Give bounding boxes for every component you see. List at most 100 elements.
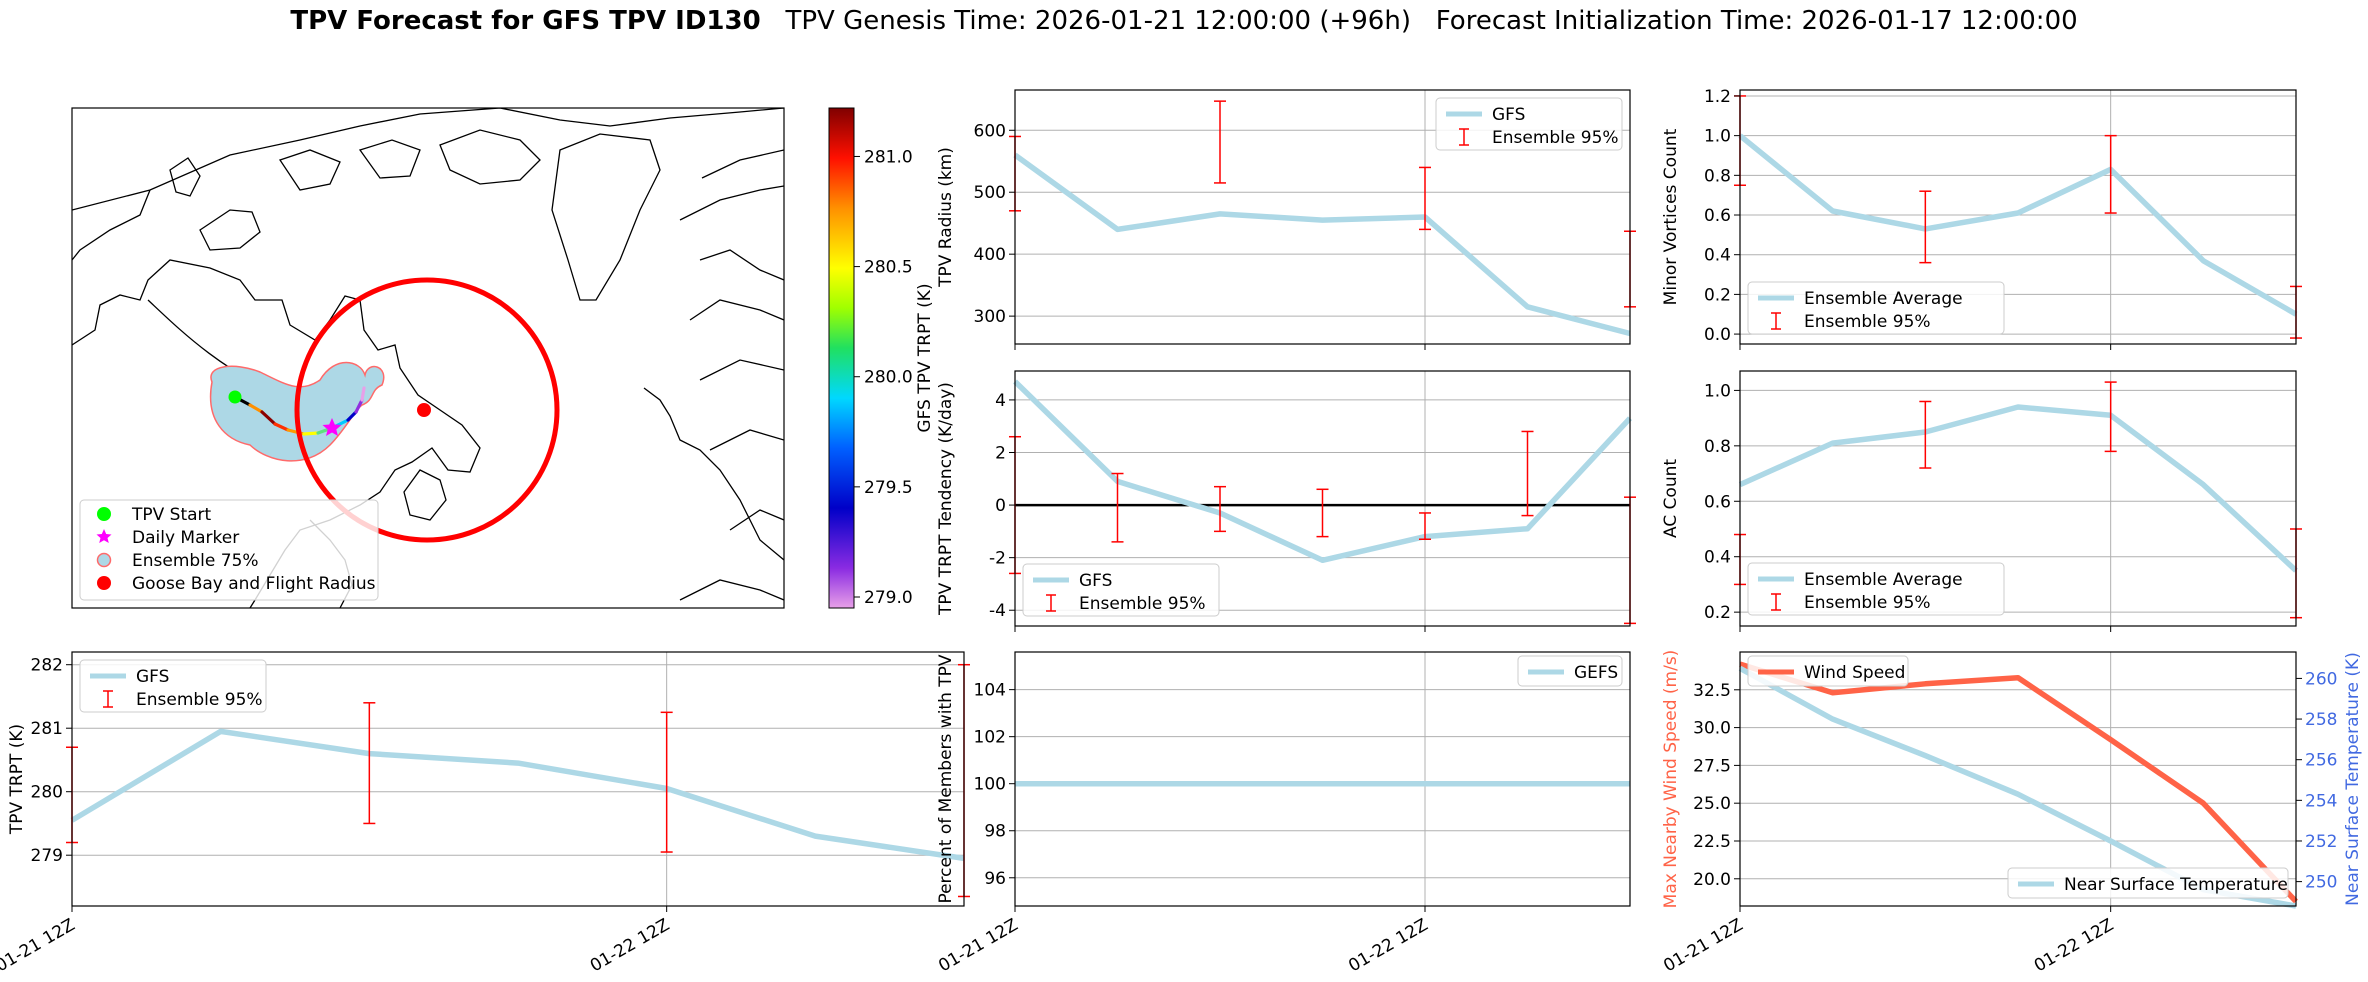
y-tick-label: 96 bbox=[984, 869, 1006, 889]
legend-goose-bay: Goose Bay and Flight Radius bbox=[132, 574, 376, 594]
figure-title: TPV Forecast for GFS TPV ID130 TPV Genes… bbox=[0, 6, 2368, 36]
legend-tpv-start: TPV Start bbox=[131, 505, 212, 525]
x-tick-label: 01-21 12Z bbox=[1660, 915, 1746, 976]
wind-temperature-chart: 20.0 22.5 25.0 27.5 30.0 32.5 01-21 12Z 01-22 1… bbox=[1660, 650, 2363, 977]
legend-box bbox=[1747, 655, 1909, 687]
y-tick-label: 1.0 bbox=[1704, 381, 1731, 401]
legend-label: Wind Speed bbox=[1804, 663, 1905, 683]
goose-bay-marker bbox=[417, 403, 431, 417]
y-tick-label: 1.0 bbox=[1704, 127, 1731, 147]
y-tick-label: 30.0 bbox=[1693, 719, 1731, 739]
axes-frame bbox=[1739, 370, 2297, 627]
map-legend-box bbox=[79, 499, 379, 601]
y-tick-label: 300 bbox=[974, 307, 1006, 327]
legend-label: Ensemble 95% bbox=[1492, 128, 1619, 148]
y-tick-label: 0.8 bbox=[1704, 166, 1731, 186]
legend-ensemble-75: Ensemble 75% bbox=[132, 551, 259, 571]
y-right-tick-label: 258 bbox=[2305, 710, 2337, 730]
colorbar: 279.0 279.5 280.0 280.5 281.0 GFS TPV TRPT (… bbox=[828, 107, 935, 609]
y-tick-label: 102 bbox=[974, 728, 1006, 748]
axes-frame bbox=[1739, 651, 2297, 907]
legend-label: GEFS bbox=[1574, 663, 1618, 683]
y-tick-label: 25.0 bbox=[1693, 794, 1731, 814]
radius-chart: 300 400 500 600 TPV Radius (km) GFS Ensemble 9… bbox=[936, 89, 1636, 350]
legend-label: GFS bbox=[1492, 105, 1525, 125]
series-line-gfs bbox=[70, 728, 965, 862]
y-tick-label: 0.6 bbox=[1704, 492, 1731, 512]
map-legend: TPV Start Daily Marker Ensemble 75% Goos… bbox=[79, 499, 379, 601]
y-tick-label: 2 bbox=[995, 443, 1006, 463]
daily-marker bbox=[322, 418, 342, 436]
axes-frame bbox=[1014, 370, 1631, 627]
y-tick-label: 0.2 bbox=[1704, 603, 1731, 623]
y-right-tick-label: 256 bbox=[2305, 751, 2337, 771]
axes-frame bbox=[1739, 89, 2297, 345]
legend-label: GFS bbox=[1079, 571, 1112, 591]
y-tick-label: 281 bbox=[31, 719, 63, 739]
colorbar-tick-label: 281.0 bbox=[864, 147, 913, 167]
legend-box bbox=[79, 659, 267, 713]
minor-vortices-chart: 0.0 0.2 0.4 0.6 0.8 1.0 1.2 Minor Vortices Coun… bbox=[1661, 87, 2302, 350]
colorbar-label: GFS TPV TRPT (K) bbox=[915, 283, 935, 432]
title-genesis: TPV Genesis Time: 2026-01-21 12:00:00 (+… bbox=[785, 6, 1411, 36]
map-panel: TPV Start Daily Marker Ensemble 75% Goos… bbox=[71, 107, 785, 609]
legend-label: Ensemble 95% bbox=[136, 690, 263, 710]
y-tick-label: 0.6 bbox=[1704, 206, 1731, 226]
y-tick-label: 400 bbox=[974, 245, 1006, 265]
y-tick-label: 0.8 bbox=[1704, 437, 1731, 457]
y-axis-label: TPV TRPT (K) bbox=[7, 724, 27, 835]
legend-star-icon bbox=[96, 529, 112, 543]
y-tick-label: 0.4 bbox=[1704, 246, 1731, 266]
y-tick-label: 1.2 bbox=[1704, 87, 1731, 107]
x-tick-label: 01-21 12Z bbox=[0, 915, 79, 976]
legend-goose-icon bbox=[97, 576, 111, 590]
y-tick-label: 100 bbox=[974, 775, 1006, 795]
y-tick-label: 600 bbox=[974, 121, 1006, 141]
y-right-tick-label: 252 bbox=[2305, 832, 2337, 852]
x-tick-label: 01-22 12Z bbox=[2031, 915, 2117, 976]
legend-box bbox=[1747, 281, 2005, 335]
y-tick-label: 0 bbox=[995, 496, 1006, 516]
axes-frame bbox=[1014, 651, 1631, 907]
colorbar-tick-label: 279.5 bbox=[864, 478, 913, 498]
y-tick-label: 98 bbox=[984, 822, 1006, 842]
axes-frame bbox=[71, 651, 965, 907]
legend-daily-marker: Daily Marker bbox=[132, 528, 239, 548]
y-axis-label: AC Count bbox=[1661, 459, 1681, 538]
title-init: Forecast Initialization Time: 2026-01-17… bbox=[1435, 6, 2078, 36]
legend-label: Ensemble 95% bbox=[1804, 593, 1931, 613]
y-tick-label: 0.4 bbox=[1704, 548, 1731, 568]
flight-radius-circle bbox=[294, 277, 560, 543]
y-axis-label: Minor Vortices Count bbox=[1661, 128, 1681, 305]
title-bold: TPV Forecast for GFS TPV ID130 bbox=[290, 6, 761, 36]
y-right-tick-label: 250 bbox=[2305, 873, 2337, 893]
series-line-wind-speed bbox=[1739, 661, 2299, 904]
axes-frame bbox=[1014, 89, 1631, 345]
x-tick-label: 01-22 12Z bbox=[587, 915, 673, 976]
map-frame bbox=[71, 107, 785, 609]
colorbar-tick-label: 280.0 bbox=[864, 368, 913, 388]
tendency-chart: -4 -2 0 2 4 TPV TRPT Tendency (K/day) GFS Ensem… bbox=[936, 370, 1636, 632]
y-tick-label: 0.0 bbox=[1704, 325, 1731, 345]
legend-box bbox=[1517, 655, 1623, 687]
trpt-chart: 279 280 281 282 01-21 12Z 01-22 12Z TPV TRPT (… bbox=[0, 651, 970, 976]
y-axis-label: TPV TRPT Tendency (K/day) bbox=[936, 382, 956, 616]
series-line-ensemble-average bbox=[1738, 133, 2298, 317]
legend-label: GFS bbox=[136, 667, 169, 687]
y-tick-label: 104 bbox=[974, 681, 1006, 701]
colorbar-tick-label: 280.5 bbox=[864, 258, 913, 278]
legend-box bbox=[1435, 97, 1623, 151]
tpv-start-marker bbox=[228, 390, 242, 404]
y-tick-label: 4 bbox=[995, 391, 1006, 411]
legend-label: Ensemble Average bbox=[1804, 570, 1963, 590]
x-tick-label: 01-21 12Z bbox=[935, 915, 1021, 976]
legend-box bbox=[1022, 563, 1220, 617]
legend-ensemble-icon bbox=[96, 552, 112, 568]
legend-label: Near Surface Temperature bbox=[2064, 875, 2288, 895]
series-line-ensemble-average bbox=[1738, 404, 2298, 573]
series-line-gfs bbox=[1013, 152, 1631, 337]
legend-label: Ensemble 95% bbox=[1804, 312, 1931, 332]
y-tick-label: 0.2 bbox=[1704, 285, 1731, 305]
y-axis-label: Max Nearby Wind Speed (m/s) bbox=[1661, 650, 1681, 909]
